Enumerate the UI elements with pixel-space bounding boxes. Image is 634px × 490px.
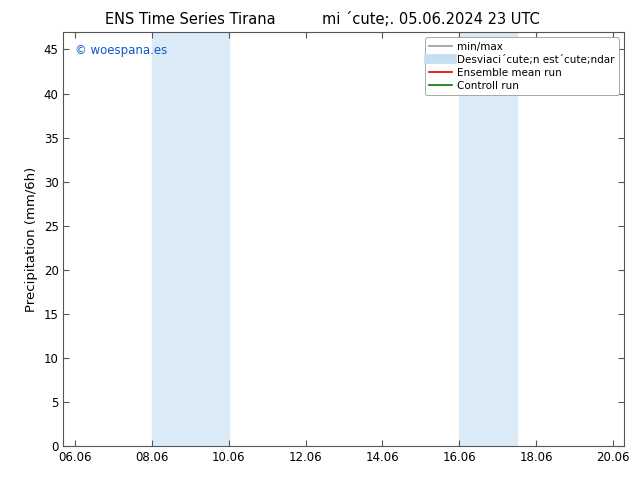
Text: mi ´cute;. 05.06.2024 23 UTC: mi ´cute;. 05.06.2024 23 UTC	[322, 12, 540, 27]
Text: © woespana.es: © woespana.es	[75, 44, 167, 57]
Y-axis label: Precipitation (mm/6h): Precipitation (mm/6h)	[25, 166, 38, 312]
Bar	[152, 32, 229, 446]
Text: ENS Time Series Tirana: ENS Time Series Tirana	[105, 12, 276, 27]
Legend: min/max, Desviaci´cute;n est´cute;ndar, Ensemble mean run, Controll run: min/max, Desviaci´cute;n est´cute;ndar, …	[425, 37, 619, 95]
Bar	[459, 32, 517, 446]
